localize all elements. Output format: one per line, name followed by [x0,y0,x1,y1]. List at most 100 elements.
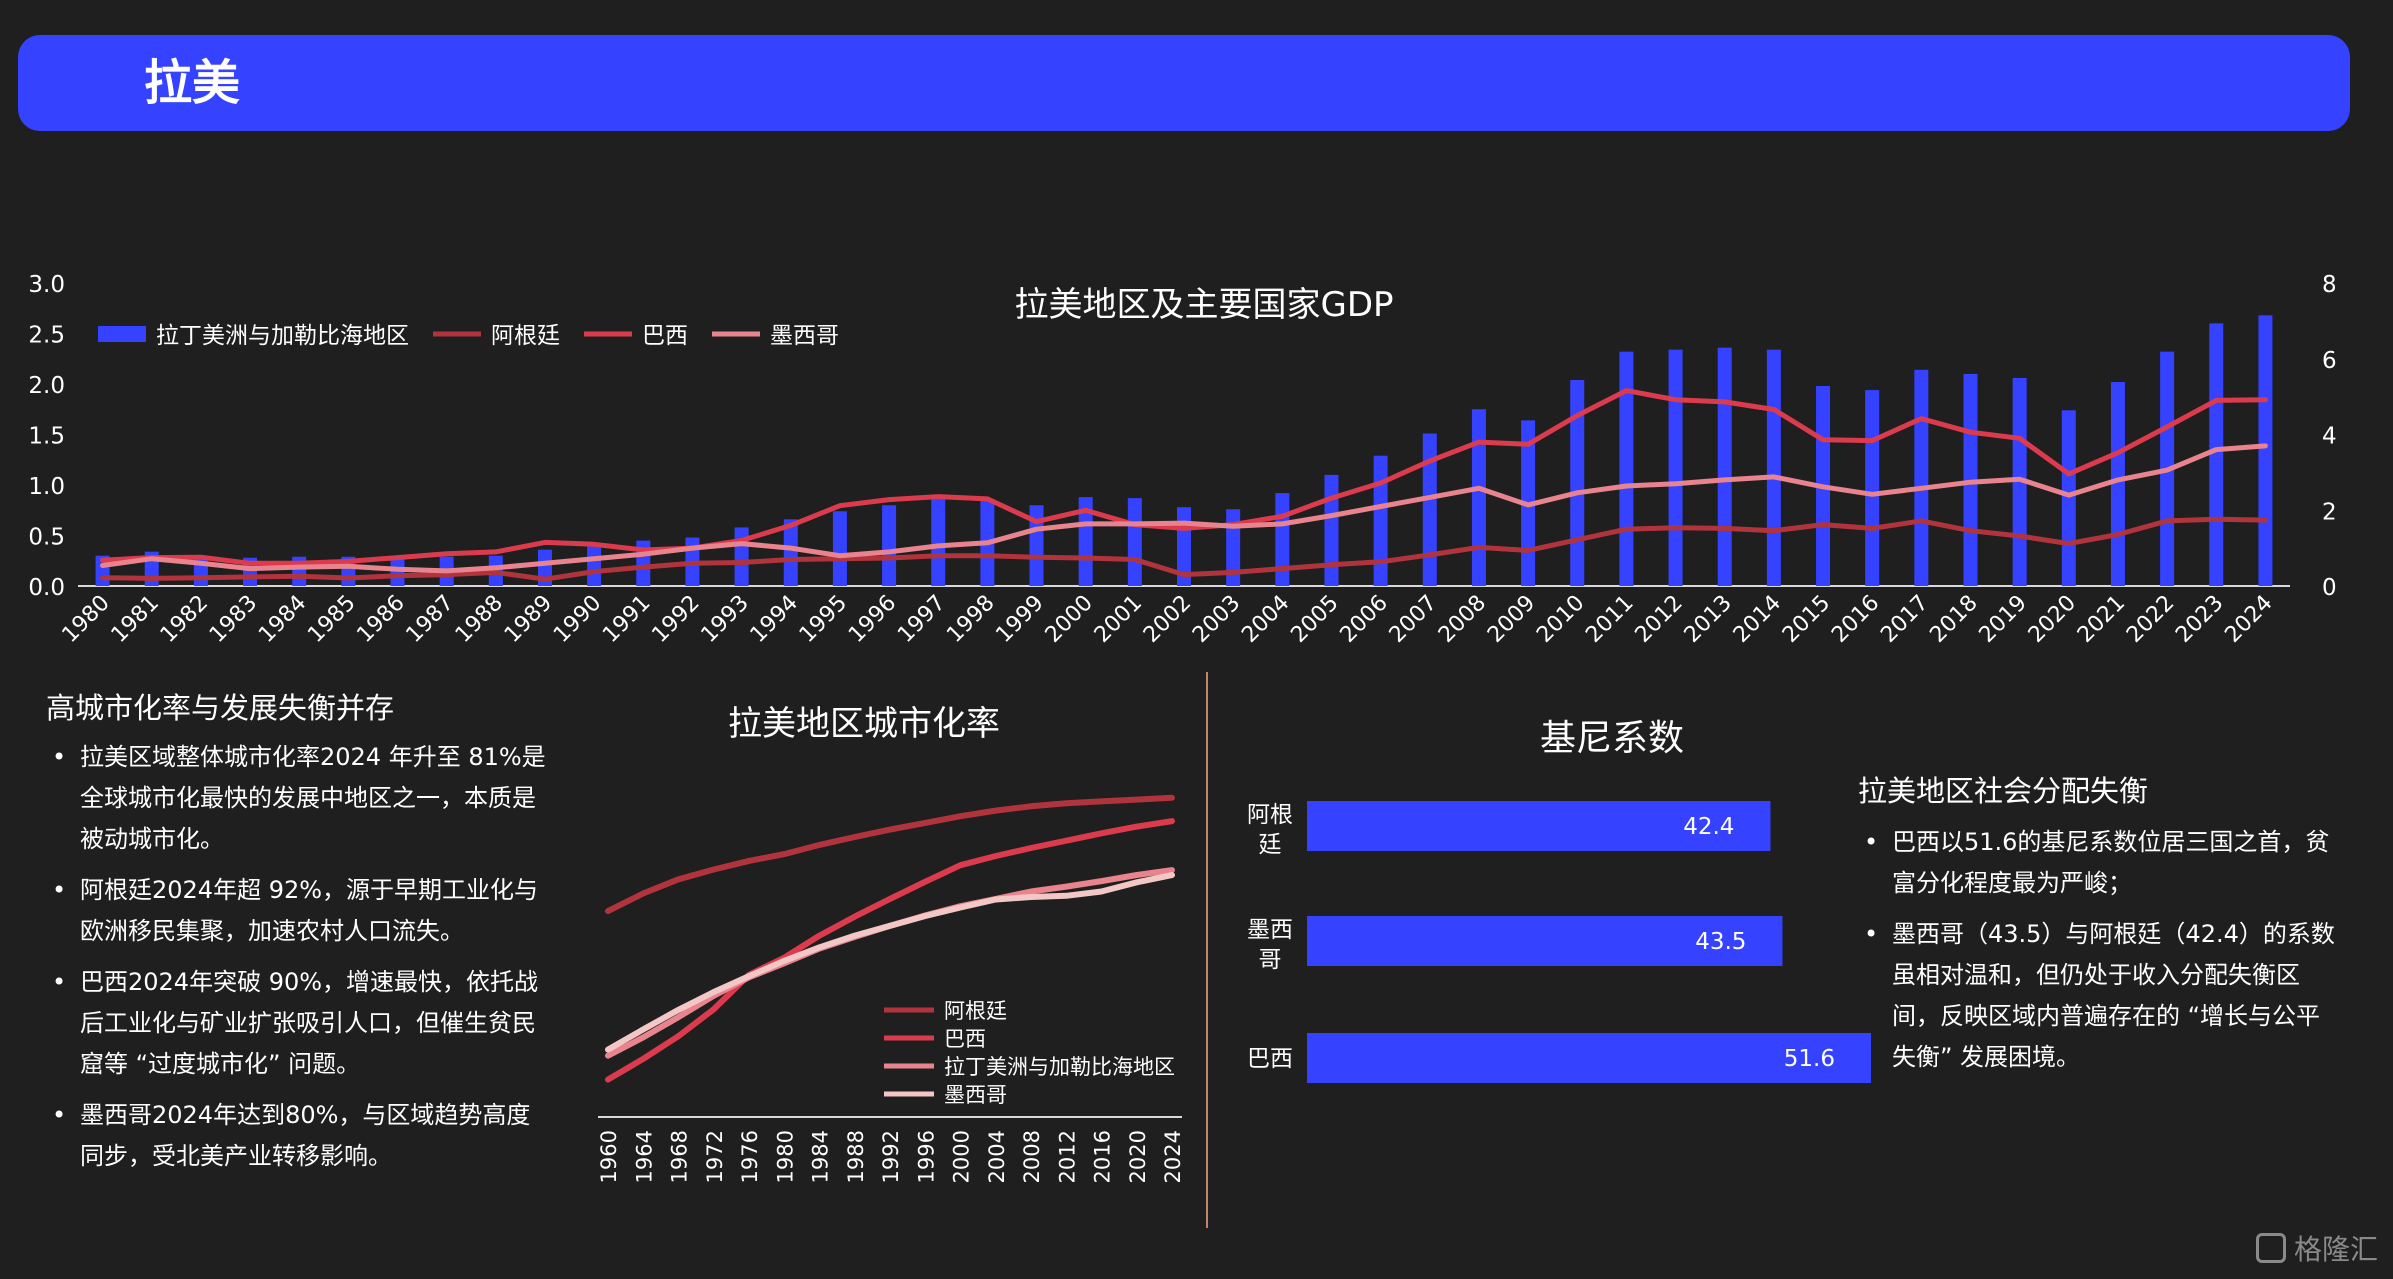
gdp-bar [1078,497,1093,586]
gini-category-label: 阿根 [1247,802,1293,828]
x-tick-label: 2016 [1091,1130,1115,1183]
y-tick-left: 2.0 [28,373,65,399]
page-title: 拉美 [144,55,241,111]
legend-label: 巴西 [642,323,688,349]
x-tick-label: 1980 [773,1130,797,1183]
watermark-text: 格隆汇 [2294,1233,2379,1266]
gdp-bar [1865,390,1880,586]
gdp-bar [2061,410,2076,586]
x-tick-label: 2014 [1729,591,1786,648]
y-tick-left: 2.5 [28,323,65,349]
x-tick-label: 2003 [1188,591,1245,648]
urbanization-series-line [605,872,1175,1053]
right-panel-heading: 拉美地区社会分配失衡 [1858,774,2149,808]
gdp-bar [931,497,946,586]
x-tick-label: 1985 [303,591,360,648]
x-tick-label: 1960 [597,1130,621,1183]
legend-label: 拉丁美洲与加勒比海地区 [944,1055,1175,1079]
x-tick-label: 2005 [1286,591,1343,648]
x-tick-label: 1972 [703,1130,727,1183]
gdp-bar [832,511,847,586]
x-tick-label: 1984 [809,1130,833,1183]
x-tick-label: 2008 [1020,1130,1044,1183]
x-tick-label: 2004 [985,1130,1009,1183]
gdp-bar [1422,433,1437,586]
gini-bar [1307,1033,1871,1083]
x-tick-label: 2006 [1336,591,1393,648]
gdp-bar [1619,351,1634,586]
y-tick-left: 1.0 [28,474,65,500]
x-tick-label: 1988 [451,591,508,648]
legend-label: 拉丁美洲与加勒比海地区 [156,323,409,349]
gdp-bar [1914,369,1929,586]
x-tick-label: 2020 [2024,591,2081,648]
y-tick-left: 3.0 [28,272,65,298]
gdp-series-line [100,443,2268,574]
gini-bar [1307,916,1783,966]
gdp-bar [882,505,897,586]
y-tick-right: 8 [2322,272,2337,298]
gini-category-label: 巴西 [1247,1046,1293,1072]
x-tick-label: 2000 [1041,591,1098,648]
right-bullet-item: 巴西以51.6的基尼系数位居三国之首，贫富分化程度最为严峻； [1858,822,2338,904]
x-tick-label: 1991 [598,591,655,648]
x-tick-label: 1968 [668,1130,692,1183]
gdp-bar [2209,323,2224,586]
x-tick-label: 2004 [1237,591,1294,648]
x-tick-label: 1995 [795,591,852,648]
y-tick-right: 4 [2322,424,2337,450]
x-tick-label: 1988 [844,1130,868,1183]
x-tick-label: 2019 [1975,591,2032,648]
x-tick-label: 1993 [697,591,754,648]
x-tick-label: 1998 [942,591,999,648]
urbanization-series-line [605,794,1175,915]
x-tick-label: 1982 [156,591,213,648]
x-tick-label: 1989 [500,591,557,648]
x-tick-label: 2017 [1876,591,1933,648]
y-tick-right: 6 [2322,348,2337,374]
gdp-bar [1570,379,1585,586]
gdp-bar [1766,349,1781,586]
gini-value-label: 43.5 [1695,929,1746,955]
x-tick-label: 2000 [950,1130,974,1183]
x-tick-label: 2011 [1581,591,1638,648]
x-tick-label: 1980 [58,591,115,648]
left-bullet-item: 阿根廷2024年超 92%，源于早期工业化与欧洲移民集聚，加速农村人口流失。 [46,870,546,952]
y-tick-right: 2 [2322,499,2337,525]
x-tick-label: 1981 [107,591,164,648]
y-tick-right: 0 [2322,575,2337,601]
gdp-bar [1324,474,1339,586]
x-tick-label: 1986 [352,591,409,648]
x-tick-label: 1987 [402,591,459,648]
x-tick-label: 2001 [1090,591,1147,648]
vertical-divider [1206,672,1208,1228]
watermark: 格隆汇 [2256,1228,2378,1268]
urbanization-series-line [605,818,1175,1083]
legend-swatch [98,326,146,342]
gini-value-label: 42.4 [1683,814,1734,840]
x-tick-label: 2015 [1778,591,1835,648]
x-tick-label: 2013 [1680,591,1737,648]
x-tick-label: 1984 [254,591,311,648]
x-tick-label: 2024 [1161,1130,1185,1183]
left-bullet-item: 巴西2024年突破 90%，增速最快，依托战后工业化与矿业扩张吸引人口，但催生贫… [46,962,546,1085]
x-tick-label: 1992 [879,1130,903,1183]
x-tick-label: 2007 [1385,591,1442,648]
gdp-bar [1668,349,1683,586]
x-tick-label: 2012 [1055,1130,1079,1183]
gdp-bar [734,527,749,586]
gdp-bar [783,519,798,586]
x-tick-label: 2010 [1532,591,1589,648]
x-tick-label: 2002 [1139,591,1196,648]
x-tick-label: 1994 [746,591,803,648]
x-tick-label: 2018 [1925,591,1982,648]
gini-category-label: 廷 [1259,832,1282,858]
y-tick-left: 1.5 [28,424,65,450]
right-bullet-list: 巴西以51.6的基尼系数位居三国之首，贫富分化程度最为严峻； 墨西哥（43.5）… [1858,822,2338,1088]
gdp-series-line [100,388,2268,566]
legend-label: 阿根廷 [944,999,1007,1023]
brand-logo-icon [2256,1233,2286,1263]
gdp-bar [587,545,602,586]
header-bar: 拉美 [18,35,2350,131]
